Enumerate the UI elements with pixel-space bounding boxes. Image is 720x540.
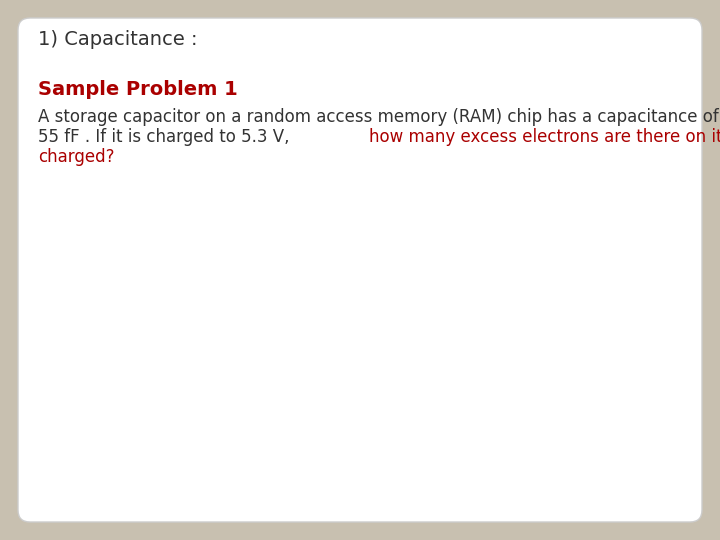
Text: A storage capacitor on a random access memory (RAM) chip has a capacitance of: A storage capacitor on a random access m… xyxy=(38,108,719,126)
Text: charged?: charged? xyxy=(38,148,114,166)
Text: 55 fF . If it is charged to 5.3 V,: 55 fF . If it is charged to 5.3 V, xyxy=(38,128,294,146)
Text: 1) Capacitance :: 1) Capacitance : xyxy=(38,30,197,49)
Text: how many excess electrons are there on its: how many excess electrons are there on i… xyxy=(369,128,720,146)
FancyBboxPatch shape xyxy=(18,18,702,522)
Text: Sample Problem 1: Sample Problem 1 xyxy=(38,80,238,99)
Text: 55 fF . If it is charged to 5.3 V,: 55 fF . If it is charged to 5.3 V, xyxy=(38,128,294,146)
